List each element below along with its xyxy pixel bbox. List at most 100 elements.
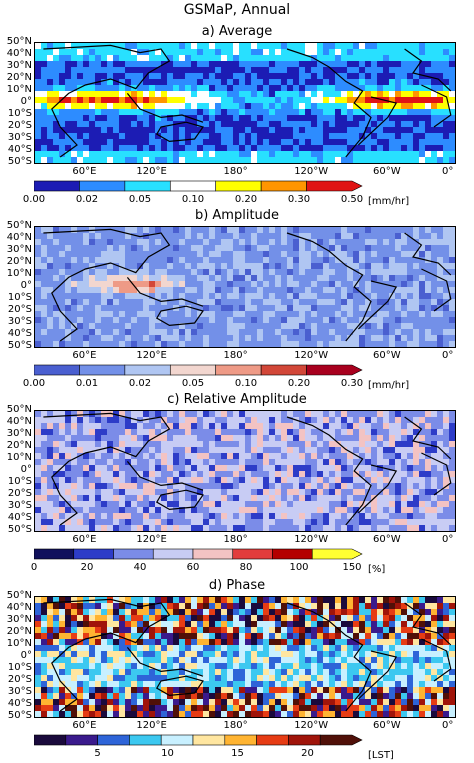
field-cell [83, 133, 89, 139]
field-cell [425, 263, 431, 269]
field-cell [425, 341, 431, 347]
field-cell [335, 139, 341, 145]
field-cell [293, 239, 299, 245]
field-cell [119, 91, 125, 97]
field-cell [425, 519, 431, 525]
field-cell [191, 519, 197, 525]
field-cell [209, 411, 215, 417]
field-cell [203, 645, 209, 651]
field-cell [47, 79, 53, 85]
field-cell [287, 609, 293, 615]
field-cell [395, 269, 401, 275]
field-cell [197, 97, 203, 103]
field-cell [77, 139, 83, 145]
field-cell [239, 447, 245, 453]
field-cell [155, 305, 161, 311]
field-cell [227, 633, 233, 639]
field-cell [173, 311, 179, 317]
coastline [126, 277, 204, 307]
field-cell [335, 281, 341, 287]
field-cell [347, 55, 353, 61]
field-cell [383, 501, 389, 507]
field-cell [185, 417, 191, 423]
field-cell [443, 633, 449, 639]
latitude-label: 50°N [6, 36, 32, 47]
field-cell [227, 323, 233, 329]
field-cell [257, 317, 263, 323]
field-cell [443, 335, 449, 341]
field-cell [215, 525, 221, 531]
field-cell [41, 603, 47, 609]
field-cell [209, 317, 215, 323]
field-cell [431, 263, 437, 269]
field-cell [125, 109, 131, 115]
field-cell [119, 335, 125, 341]
field-cell [401, 91, 407, 97]
field-cell [317, 417, 323, 423]
field-cell [197, 233, 203, 239]
field-cell [317, 621, 323, 627]
field-cell [59, 287, 65, 293]
field-cell [353, 453, 359, 459]
field-cell [173, 275, 179, 281]
field-cell [101, 501, 107, 507]
field-cell [65, 489, 71, 495]
field-cell [155, 269, 161, 275]
field-cell [203, 239, 209, 245]
field-cell [437, 423, 443, 429]
field-cell [305, 495, 311, 501]
colorbar-swatch [260, 180, 307, 192]
field-cell [179, 459, 185, 465]
field-cell [407, 281, 413, 287]
field-cell [323, 79, 329, 85]
field-cell [323, 335, 329, 341]
field-cell [359, 103, 365, 109]
field-cell [95, 609, 101, 615]
field-cell [299, 227, 305, 233]
field-cell [341, 621, 347, 627]
field-cell [305, 465, 311, 471]
coastline [286, 48, 372, 158]
field-cell [305, 305, 311, 311]
field-cell [401, 453, 407, 459]
field-cell [95, 299, 101, 305]
field-cell [437, 609, 443, 615]
field-cell [125, 615, 131, 621]
field-cell [125, 305, 131, 311]
field-cell [245, 67, 251, 73]
field-cell [305, 67, 311, 73]
field-cell [251, 239, 257, 245]
field-cell [365, 525, 371, 531]
field-cell [119, 133, 125, 139]
field-cell [77, 335, 83, 341]
field-cell [437, 603, 443, 609]
latitude-label: 0° [20, 464, 32, 475]
field-cell [431, 633, 437, 639]
coastline [421, 452, 452, 496]
field-cell [419, 73, 425, 79]
colorbar-tick-label: 80 [239, 562, 253, 573]
field-cell [341, 335, 347, 341]
field-cell [443, 157, 449, 163]
field-cell [299, 61, 305, 67]
field-cell [173, 79, 179, 85]
field-cell [425, 483, 431, 489]
field-cell [437, 67, 443, 73]
field-cell [215, 317, 221, 323]
field-cell [299, 103, 305, 109]
field-cell [101, 97, 107, 103]
field-cell [347, 251, 353, 257]
field-cell [83, 609, 89, 615]
field-cell [353, 311, 359, 317]
field-cell [101, 269, 107, 275]
field-cell [287, 49, 293, 55]
field-cell [263, 43, 269, 49]
field-cell [383, 151, 389, 157]
field-cell [215, 157, 221, 163]
field-cell [101, 341, 107, 347]
field-cell [347, 329, 353, 335]
field-cell [401, 477, 407, 483]
field-cell [281, 49, 287, 55]
field-cell [401, 525, 407, 531]
field-cell [203, 227, 209, 233]
